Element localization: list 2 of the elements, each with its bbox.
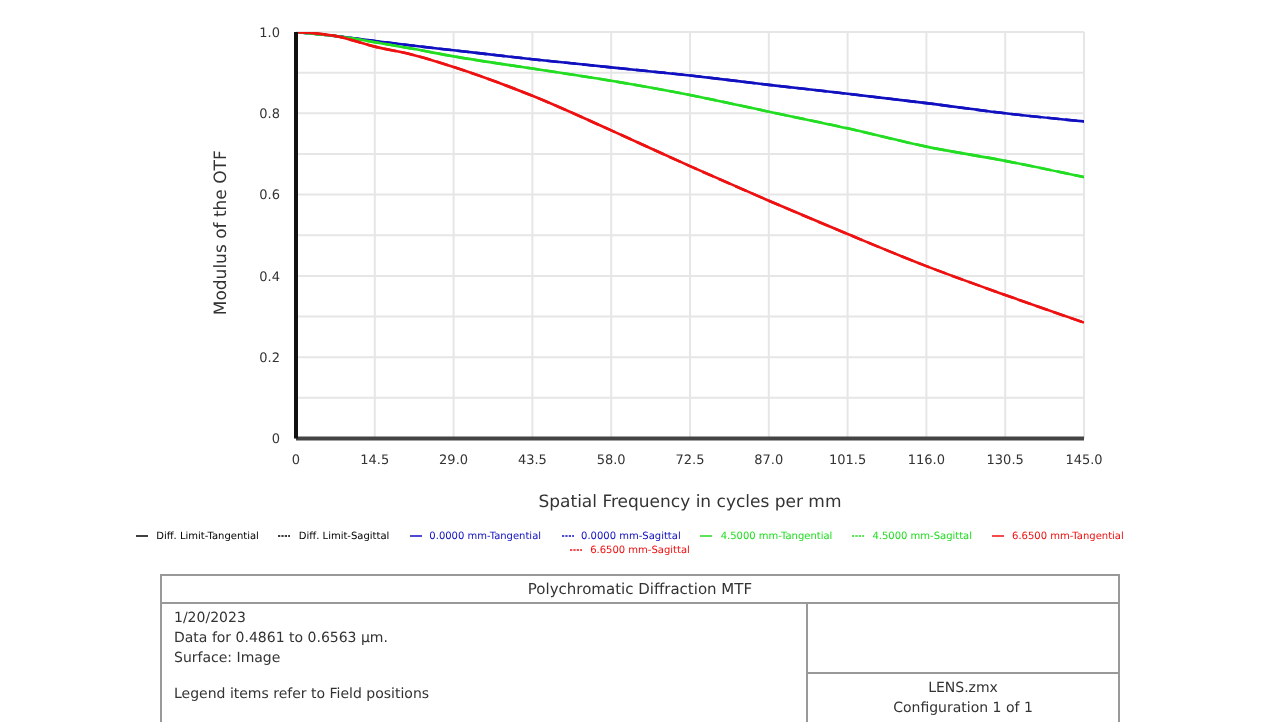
x-axis-title: Spatial Frequency in cycles per mm [538,492,842,513]
y-axis-title: Modulus of the OTF [212,150,233,316]
